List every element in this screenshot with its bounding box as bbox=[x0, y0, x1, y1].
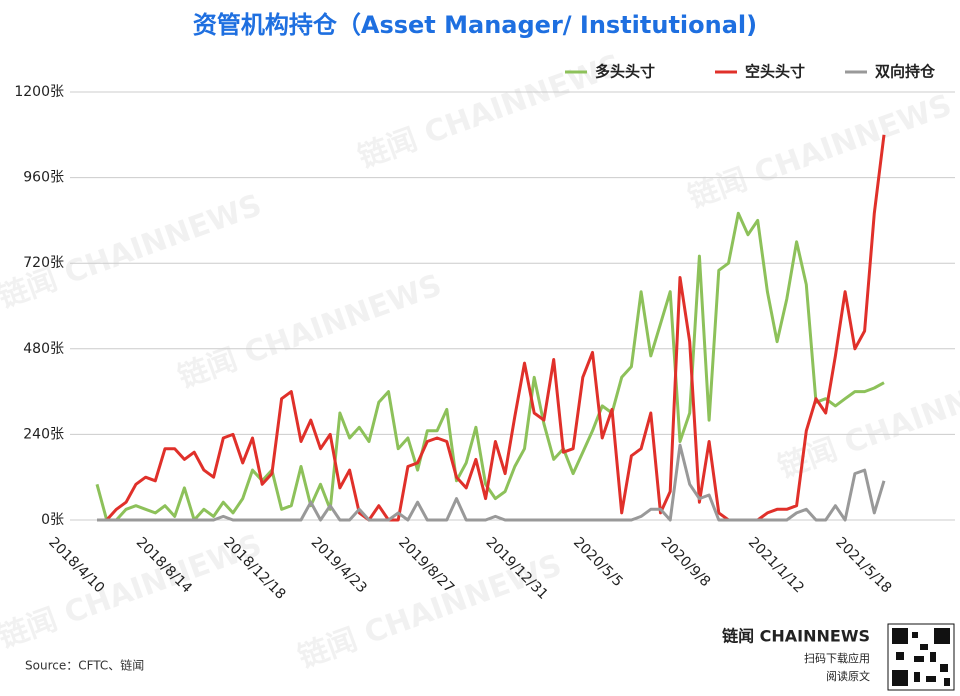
y-tick-label: 1200张 bbox=[14, 84, 64, 100]
series-line bbox=[97, 443, 886, 522]
svg-text:链闻 CHAINNEWS: 链闻 CHAINNEWS bbox=[354, 48, 627, 176]
y-tick-label: 0张 bbox=[41, 512, 64, 528]
y-tick-label: 720张 bbox=[23, 255, 64, 271]
brand-line: 阅读原文 bbox=[826, 669, 870, 683]
svg-text:链闻 CHAINNEWS: 链闻 CHAINNEWS bbox=[174, 268, 447, 396]
brand: 链闻 CHAINNEWS bbox=[722, 627, 870, 646]
series-line bbox=[97, 134, 886, 522]
chart-title: 资管机构持仓（Asset Manager/ Institutional) bbox=[193, 11, 757, 39]
legend-label: 空头头寸 bbox=[745, 63, 805, 81]
x-tick-label: 2020/5/5 bbox=[570, 534, 626, 590]
series-line bbox=[95, 211, 885, 522]
y-tick-label: 240张 bbox=[23, 426, 64, 442]
qr-code bbox=[887, 623, 955, 691]
x-tick-label: 2019/4/23 bbox=[308, 534, 370, 596]
svg-text:链闻 CHAINNEWS: 链闻 CHAINNEWS bbox=[684, 88, 957, 216]
y-tick-label: 480张 bbox=[23, 341, 64, 357]
x-tick-label: 2018/4/10 bbox=[45, 534, 107, 596]
x-tick-label: 2021/5/18 bbox=[832, 534, 894, 596]
legend-label: 双向持仓 bbox=[875, 63, 936, 81]
x-tick-label: 2021/1/12 bbox=[745, 534, 807, 596]
y-tick-label: 960张 bbox=[23, 170, 64, 186]
source: Source：CFTC、链闻 bbox=[25, 658, 144, 673]
watermarks: 链闻 CHAINNEWS 链闻 CHAINNEWS 链闻 CHAINNEWS 链… bbox=[0, 48, 960, 676]
legend-label: 多头头寸 bbox=[595, 63, 655, 81]
brand-line: 扫码下载应用 bbox=[804, 651, 870, 665]
x-tick-label: 2020/9/8 bbox=[657, 534, 713, 590]
x-tick-label: 2019/8/27 bbox=[395, 534, 457, 596]
svg-text:链闻 CHAINNEWS: 链闻 CHAINNEWS bbox=[0, 188, 266, 316]
